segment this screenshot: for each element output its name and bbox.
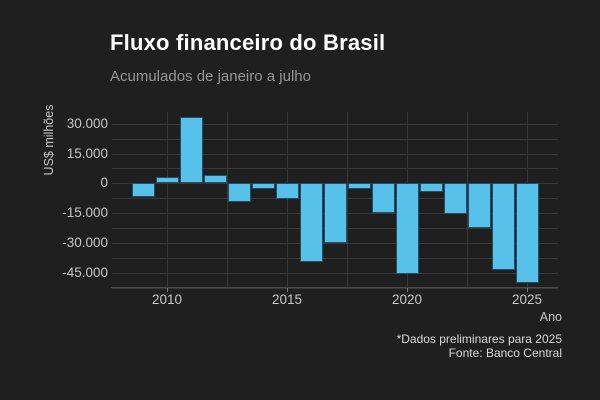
bar-2025: [515, 183, 539, 283]
gridline-y: [112, 168, 558, 170]
gridline-y: [112, 123, 558, 125]
y-tick-label: -45.000: [62, 264, 108, 280]
x-tick-label: 2025: [511, 292, 543, 307]
bar-2012: [203, 174, 227, 184]
caption-note: *Dados preliminares para 2025: [396, 332, 562, 346]
x-tick-label: 2010: [151, 292, 183, 307]
gridline-y: [112, 153, 558, 155]
caption-source: Fonte: Banco Central: [448, 346, 562, 360]
y-tick-label: -30.000: [62, 234, 108, 250]
bar-2024: [491, 183, 515, 271]
y-tick-label: 30.000: [66, 115, 108, 131]
bar-2019: [371, 183, 395, 213]
bar-2020: [395, 183, 419, 275]
bar-2014: [251, 183, 275, 190]
bar-2021: [419, 183, 443, 193]
x-tick-mark: [287, 288, 288, 292]
x-tick-label: 2020: [391, 292, 423, 307]
gridline-y: [112, 138, 558, 140]
bar-2015: [275, 183, 299, 200]
x-tick-mark: [527, 288, 528, 292]
chart-subtitle: Acumulados de janeiro a julho: [110, 68, 311, 85]
bar-2018: [347, 183, 371, 190]
chart-title: Fluxo financeiro do Brasil: [110, 30, 386, 55]
x-axis-title: Ano: [539, 310, 562, 324]
bar-2011: [179, 116, 203, 184]
bar-2010: [155, 176, 179, 184]
y-tick-label: 0: [100, 175, 108, 191]
bar-2022: [443, 183, 467, 215]
bar-2013: [227, 183, 251, 203]
x-tick-mark: [167, 288, 168, 292]
y-tick-label: -15.000: [62, 205, 108, 221]
gridline-x: [287, 112, 288, 288]
caption: *Dados preliminares para 2025 Fonte: Ban…: [397, 332, 562, 360]
x-tick-mark: [407, 288, 408, 292]
x-tick-label: 2015: [271, 292, 303, 307]
plot-area: [111, 112, 558, 289]
gridline-y: [112, 272, 558, 274]
bar-2017: [323, 183, 347, 244]
x-axis-line: [111, 287, 558, 288]
bar-2016: [299, 183, 323, 262]
bar-2023: [467, 183, 491, 229]
gridline-y: [112, 287, 558, 289]
gridline-x: [167, 112, 168, 288]
gridline-y: [112, 257, 558, 259]
y-tick-label: 15.000: [66, 145, 108, 161]
bar-2009: [131, 183, 155, 197]
gridline-x: [347, 112, 348, 288]
